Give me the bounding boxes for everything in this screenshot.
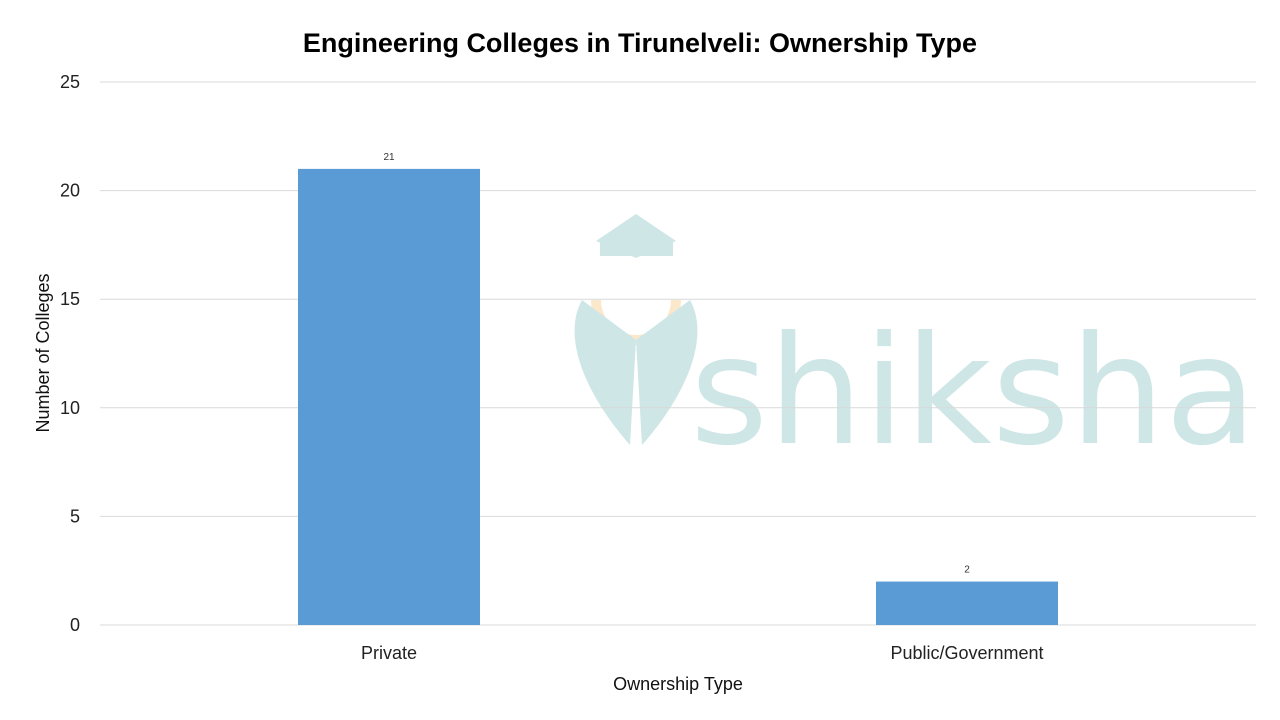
graduation-cap-logo-icon — [574, 214, 698, 445]
data-label: 21 — [383, 152, 395, 163]
y-axis-label: Number of Colleges — [33, 273, 53, 432]
y-tick-label: 0 — [70, 615, 80, 635]
bar-private — [298, 168, 480, 625]
watermark-text: shiksha — [690, 305, 1257, 479]
gridlines — [100, 81, 1256, 626]
data-labels: 21 2 — [383, 152, 970, 576]
x-axis-label: Ownership Type — [613, 674, 743, 694]
shiksha-watermark: shiksha — [574, 214, 1257, 479]
x-tick-label: Public/Government — [890, 643, 1043, 663]
y-tick-label: 25 — [60, 72, 80, 92]
y-tick-label: 15 — [60, 289, 80, 309]
bar-public-government — [876, 581, 1058, 625]
y-tick-label: 5 — [70, 506, 80, 526]
y-tick-label: 20 — [60, 181, 80, 201]
bars — [298, 168, 1058, 625]
y-tick-label: 10 — [60, 398, 80, 418]
chart-title: Engineering Colleges in Tirunelveli: Own… — [303, 28, 977, 58]
x-axis-ticks: Private Public/Government — [361, 643, 1044, 663]
data-label: 2 — [964, 565, 970, 576]
y-axis-ticks: 0 5 10 15 20 25 — [60, 72, 80, 635]
x-tick-label: Private — [361, 643, 417, 663]
